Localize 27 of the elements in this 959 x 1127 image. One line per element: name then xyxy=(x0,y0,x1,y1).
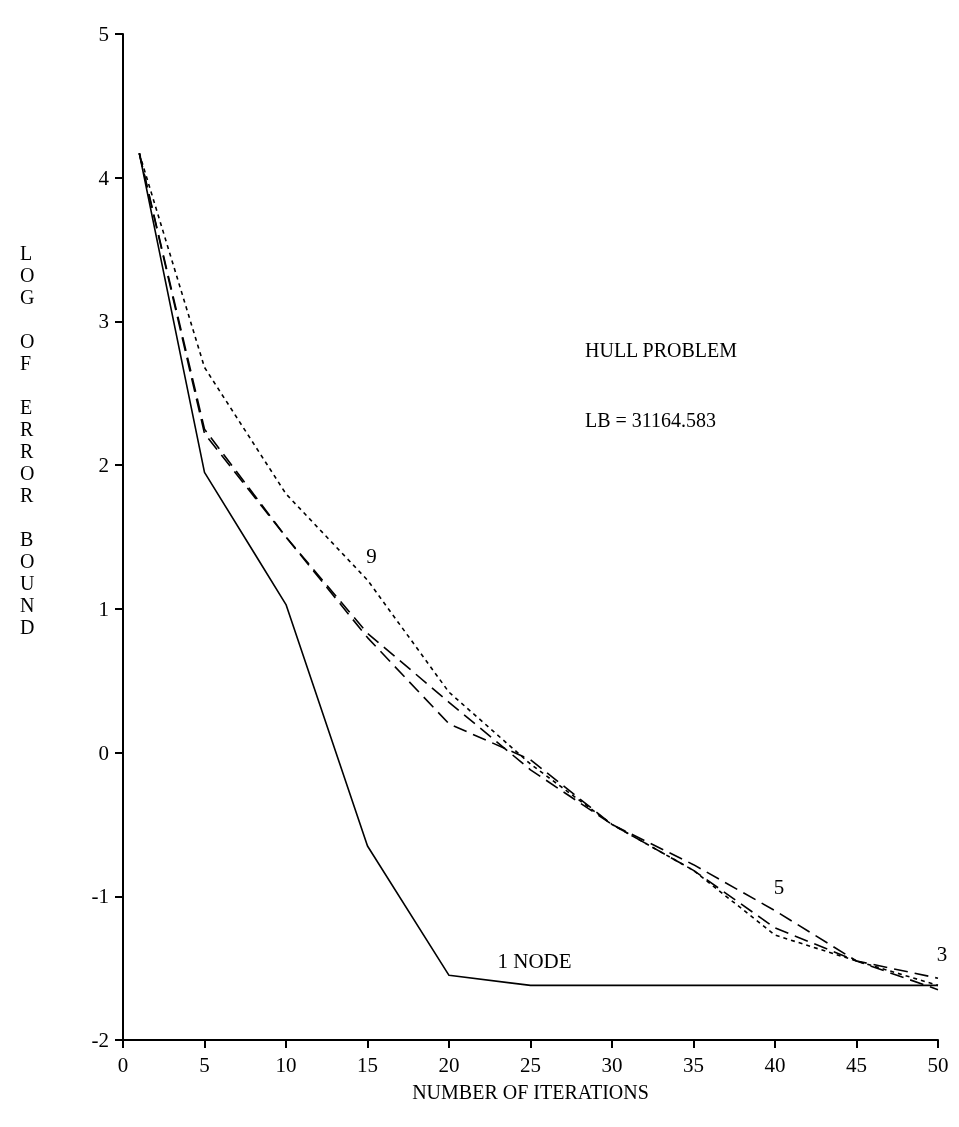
x-tick-label: 40 xyxy=(764,1052,786,1077)
y-tick-label: 5 xyxy=(98,22,109,46)
annotation: 9 xyxy=(366,544,377,569)
y-tick-label: 2 xyxy=(98,453,109,478)
x-tick-label: 50 xyxy=(927,1052,949,1077)
y-tick-label: 0 xyxy=(98,740,109,765)
text: LOG OF ERROR BOUND xyxy=(20,242,35,638)
x-tick-label: 5 xyxy=(199,1052,210,1077)
y-tick-label: 1 xyxy=(98,596,109,621)
annotation: 3 xyxy=(936,942,948,967)
x-tick-label: 0 xyxy=(117,1052,129,1077)
x-tick-label: 30 xyxy=(601,1052,623,1077)
x-tick-label: 45 xyxy=(846,1052,867,1077)
x-axis-title: NUMBER OF ITERATIONS xyxy=(412,1081,649,1103)
x-tick-label: 10 xyxy=(275,1052,297,1077)
y-tick-label: -2 xyxy=(91,1028,109,1052)
x-tick-label: 15 xyxy=(357,1052,378,1077)
annotation: 5 xyxy=(773,874,785,899)
y-tick-label: 4 xyxy=(98,165,110,190)
annotation: 1 NODE xyxy=(497,949,572,974)
y-tick-label: -1 xyxy=(91,884,109,909)
x-tick-label: 25 xyxy=(520,1052,541,1077)
annotation: HULL PROBLEM xyxy=(585,339,738,361)
x-tick-label: 20 xyxy=(438,1052,460,1077)
x-tick-label: 35 xyxy=(683,1052,704,1077)
y-tick-label: 3 xyxy=(98,309,109,334)
annotation: LB = 31164.583 xyxy=(585,409,717,431)
